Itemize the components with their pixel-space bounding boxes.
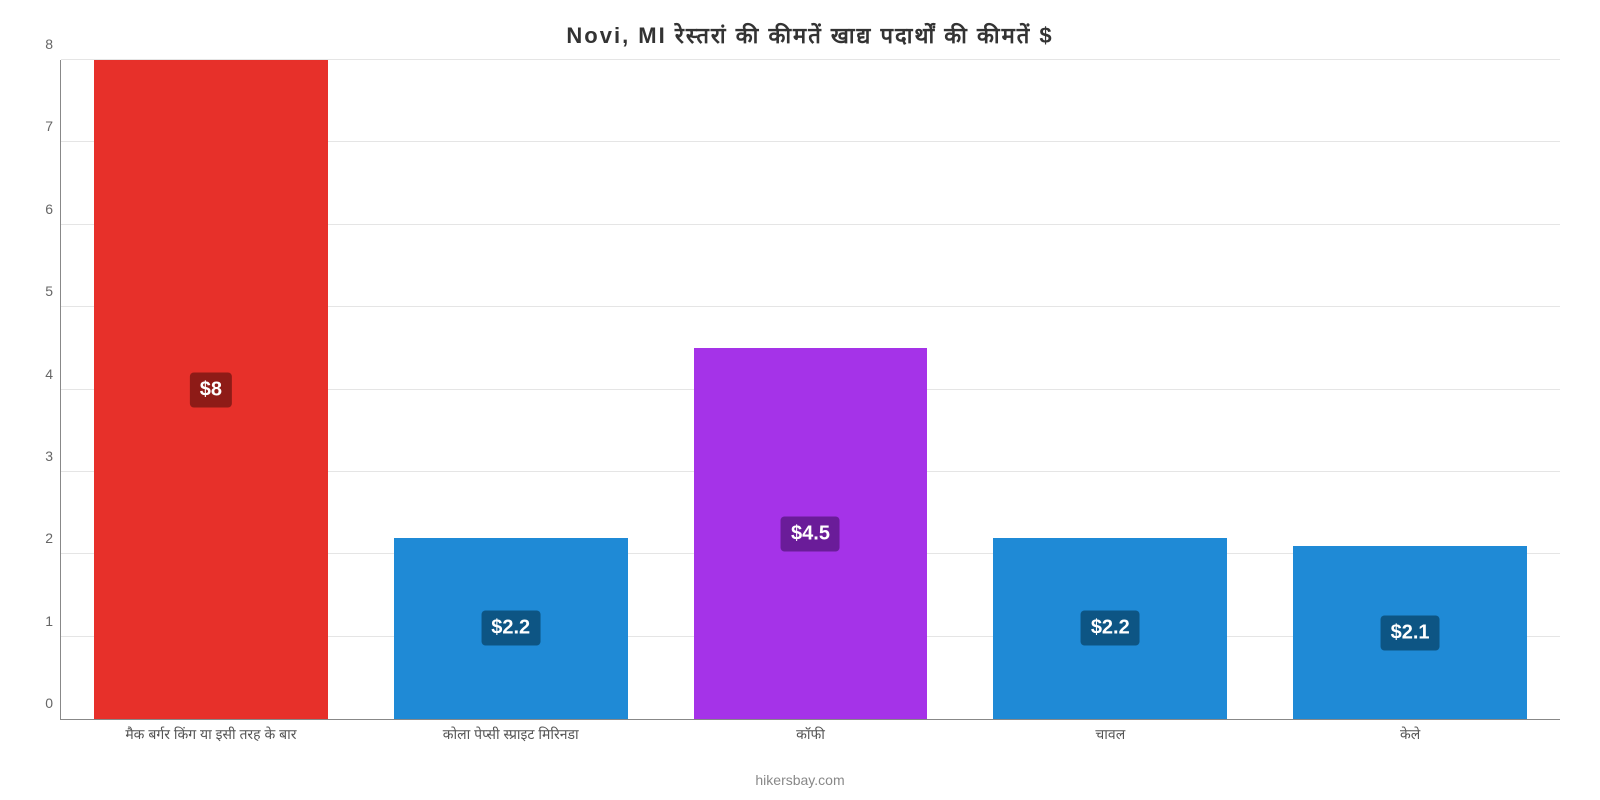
price-bar-chart: Novi, MI रेस्तरां की कीमतें खाद्य पदार्थ…: [0, 0, 1600, 800]
y-tick-label: 3: [45, 448, 61, 464]
bar-slot: $2.1: [1260, 60, 1560, 719]
x-axis-label: केले: [1260, 719, 1560, 744]
bar-slot: $2.2: [361, 60, 661, 719]
y-tick-label: 5: [45, 283, 61, 299]
y-tick-label: 0: [45, 695, 61, 711]
plot-area: $8$2.2$4.5$2.2$2.1 मैक बर्गर किंग या इसी…: [60, 60, 1560, 720]
x-axis-labels: मैक बर्गर किंग या इसी तरह के बारकोला पेप…: [61, 719, 1560, 744]
bar-slot: $8: [61, 60, 361, 719]
y-tick-label: 7: [45, 118, 61, 134]
bars-group: $8 $2.2 $4.5 $2.2 $2.1: [61, 60, 1560, 719]
bar: $4.5: [694, 348, 928, 719]
footer-credit: hikersbay.com: [0, 772, 1600, 788]
y-tick-label: 8: [45, 36, 61, 52]
bar-value-badge: $2.1: [1381, 615, 1440, 650]
y-tick-label: 6: [45, 201, 61, 217]
x-axis-label: कॉफी: [661, 719, 961, 744]
y-tick-label: 4: [45, 366, 61, 382]
bar-value-badge: $4.5: [781, 516, 840, 551]
x-axis-label: चावल: [960, 719, 1260, 744]
bar: $2.1: [1293, 546, 1527, 719]
bar-value-badge: $2.2: [481, 611, 540, 646]
y-tick-label: 2: [45, 530, 61, 546]
bar: $8: [94, 60, 328, 719]
bar-slot: $2.2: [960, 60, 1260, 719]
bar-slot: $4.5: [661, 60, 961, 719]
chart-title: Novi, MI रेस्तरां की कीमतें खाद्य पदार्थ…: [60, 20, 1560, 50]
bar-value-badge: $8: [190, 372, 232, 407]
x-axis-label: मैक बर्गर किंग या इसी तरह के बार: [61, 719, 361, 744]
bar-value-badge: $2.2: [1081, 611, 1140, 646]
y-tick-label: 1: [45, 613, 61, 629]
x-axis-label: कोला पेप्सी स्प्राइट मिरिनडा: [361, 719, 661, 744]
bar: $2.2: [993, 538, 1227, 719]
bar: $2.2: [394, 538, 628, 719]
